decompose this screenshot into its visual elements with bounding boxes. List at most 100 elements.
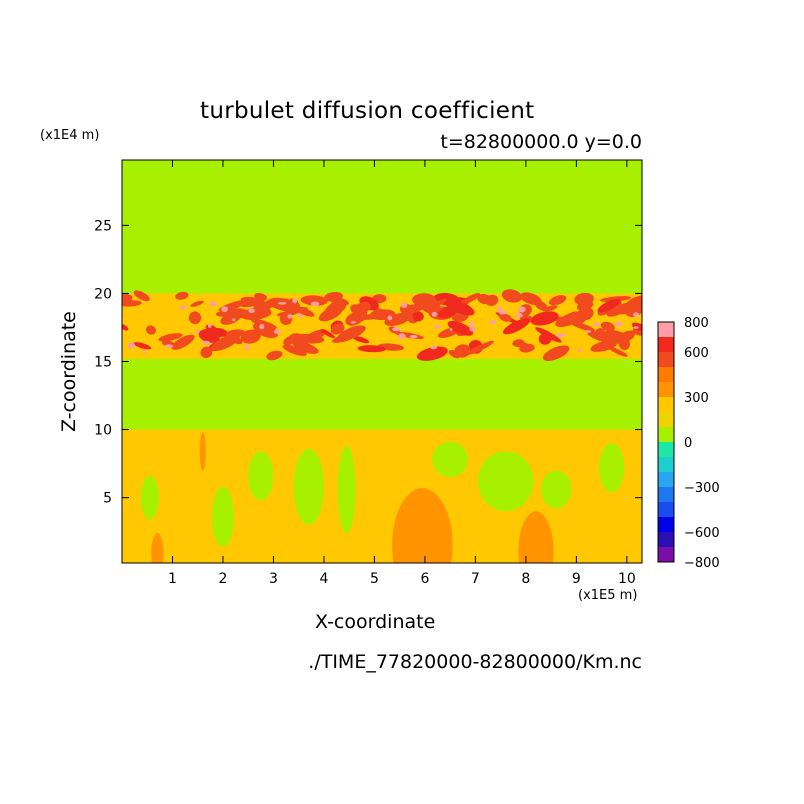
upper-band-eddy [447,299,475,316]
y-tick-label: 25 [94,218,112,234]
colorbar: 800 600 300 0 −300 −600 −800 [657,316,720,571]
upper-band-peak [287,314,293,319]
x-axis-label: X-coordinate [315,611,436,633]
upper-band-peak [278,301,287,305]
upper-band-eddy [266,350,283,361]
upper-band-eddy [599,296,632,302]
upper-band-eddy [175,291,189,300]
upper-band-eddy [337,325,366,341]
y-tick-label: 10 [94,423,112,439]
colorbar-segment [658,457,674,472]
x-tick-label: 6 [420,571,429,587]
colorbar-segment [658,427,674,442]
x-tick-label: 1 [168,571,177,587]
upper-band-eddy [250,318,277,329]
colorbar-segment [658,367,674,382]
upper-band-peak [401,302,408,308]
upper-band-eddy [254,292,268,301]
upper-band-eddy [597,298,621,313]
upper-band-peak [248,308,255,314]
upper-band-eddy [352,335,370,344]
upper-band-peak [297,313,304,318]
upper-band-peak [244,344,250,350]
upper-band-peak [231,318,236,322]
upper-band-peak [577,348,582,353]
upper-band-peak [142,350,147,354]
colorbar-tick-label: −600 [684,526,720,541]
upper-band-eddy [415,297,432,307]
upper-band-eddy [503,318,531,335]
lower-layer-eddy [541,470,572,509]
upper-band-peak [202,340,210,345]
lower-layer-eddy [140,475,159,520]
upper-band-peak [469,326,476,332]
upper-band-eddy [240,307,272,321]
colorbar-segment [658,442,674,457]
upper-band-peak [164,344,174,348]
colorbar-tick-label: −800 [684,556,720,571]
upper-band-eddy [555,311,586,328]
colorbar-segment [658,472,674,487]
upper-band-peak [221,306,228,313]
upper-band-peak [292,298,298,304]
upper-band-eddy [300,295,328,306]
upper-band-eddy [330,323,345,335]
upper-band-peak [207,323,212,328]
upper-band-peak [398,333,406,340]
upper-band-eddy [501,289,522,303]
colorbar-segment [658,382,674,397]
lower-layer-eddy [477,451,534,512]
upper-band-eddy [240,329,261,344]
upper-band-eddy [607,346,628,357]
upper-band-eddy [542,305,558,312]
y-tick-label: 20 [94,286,112,302]
upper-band-peak [392,327,400,332]
colorbar-segment [658,487,674,502]
colorbar-segment [658,352,674,367]
y-unit-label: (x1E4 m) [40,128,100,143]
colorbar-tick-label: 800 [684,316,709,331]
upper-band-eddy [465,340,495,356]
colorbar-segment [658,397,674,412]
colorbar-segment [658,532,674,547]
upper-band-eddy [448,349,461,359]
chart-title: turbulet diffusion coefficient [200,98,535,124]
upper-band-eddy [285,306,309,314]
upper-band-eddy [200,346,213,359]
colorbar-tick-label: 300 [684,391,709,406]
upper-band-eddy [292,334,325,344]
upper-band-eddy [292,341,319,354]
colorbar-segment [658,412,674,427]
source-file-label: ./TIME_77820000-82800000/Km.nc [308,651,642,673]
y-tick-label: 5 [103,491,112,507]
upper-band-eddy [158,333,183,342]
lower-layer-eddy [293,448,324,525]
upper-band-eddy [416,346,448,361]
upper-band-eddy [447,320,474,336]
upper-band-peak [350,321,357,324]
upper-band-eddy [548,295,567,306]
lower-layer-eddy [599,443,625,493]
upper-band-peak [518,306,526,313]
x-tick-label: 2 [219,571,228,587]
upper-band-peak [259,323,265,330]
colorbar-segment [658,337,674,352]
lower-layer-eddy [211,486,235,547]
upper-band-peak [310,301,320,307]
lower-layer-eddy [248,451,274,501]
upper-band-peak [430,345,437,350]
x-tick-label: 8 [521,571,530,587]
upper-band-peak [496,306,502,312]
upper-band-eddy [226,329,246,337]
y-tick-label: 15 [94,355,112,371]
lower-layer-eddy [337,445,356,534]
upper-band-eddy [190,300,204,307]
upper-band-peak [633,326,639,329]
upper-band-eddy [211,333,241,351]
upper-band-eddy [570,321,596,332]
upper-band-eddy [122,323,129,331]
upper-band-peak [387,315,393,321]
upper-band-eddy [519,292,542,306]
upper-band-eddy [617,330,636,343]
upper-band-eddy [512,339,525,347]
